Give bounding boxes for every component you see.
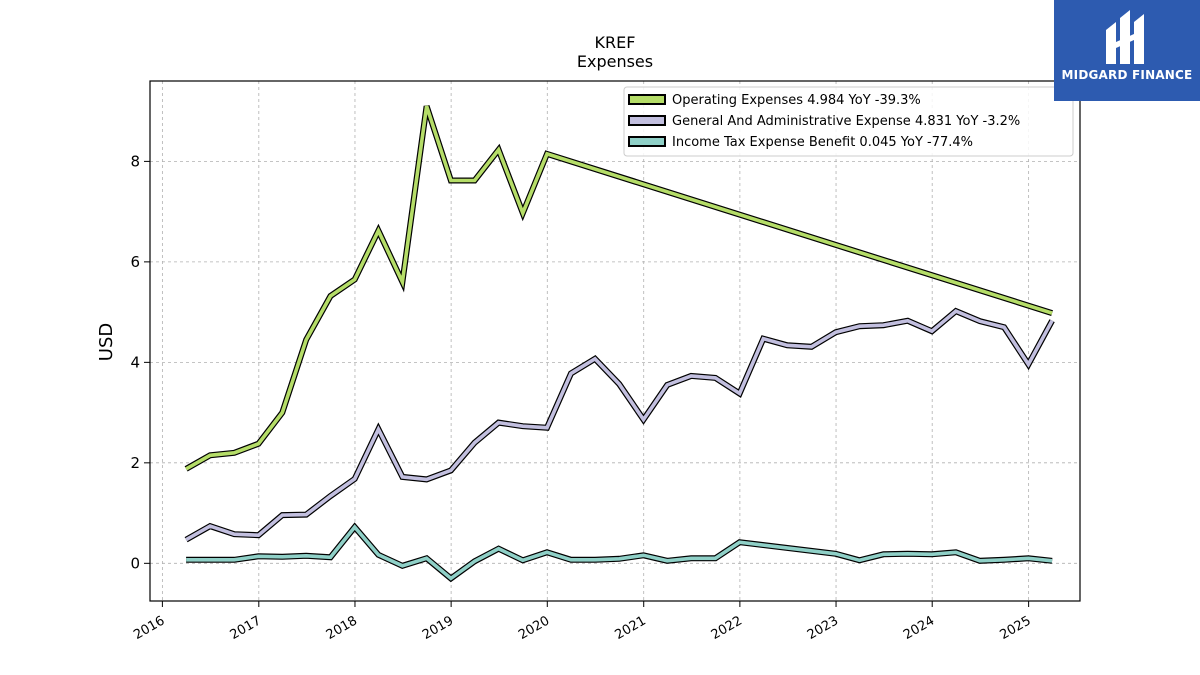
grid [150, 81, 1080, 601]
x-tick-label: 2016 [131, 613, 167, 643]
legend-swatch [628, 94, 666, 105]
x-tick-label: 2020 [516, 613, 552, 643]
x-axis: 2016 2017 2018 2019 2020 2021 2022 2023 2024 2025 [131, 601, 1034, 643]
series-outline [184, 105, 1054, 472]
x-tick-label: 2022 [709, 613, 745, 643]
chart-subtitle: Expenses [577, 52, 653, 71]
x-tick-label: 2019 [420, 613, 456, 643]
y-tick-label: 2 [130, 454, 140, 472]
legend-swatch [628, 115, 666, 126]
legend-box [623, 86, 1074, 157]
legend: Operating Expenses 4.984 YoY -39.3% Gener… [623, 86, 1074, 157]
y-axis: 0 2 4 6 8 [130, 152, 150, 572]
legend-label: General And Administrative Expense 4.831… [672, 114, 1020, 129]
x-tick-label: 2018 [324, 613, 360, 643]
brand-logo: MIDGARD FINANCE [1054, 0, 1200, 101]
midgard-logo-icon [1106, 10, 1144, 64]
legend-label: Operating Expenses 4.984 YoY -39.3% [672, 93, 921, 108]
series-line [186, 524, 1053, 581]
x-tick-label: 2017 [228, 613, 264, 643]
legend-label: Income Tax Expense Benefit 0.045 YoY -77… [672, 135, 973, 150]
x-tick-label: 2021 [613, 613, 649, 643]
legend-swatch [628, 136, 666, 147]
y-tick-label: 4 [130, 353, 140, 371]
y-tick-label: 8 [130, 152, 140, 170]
x-tick-label: 2025 [997, 613, 1033, 643]
series-line [185, 309, 1054, 542]
series-line [185, 105, 1053, 471]
x-tick-label: 2024 [901, 613, 937, 643]
y-tick-label: 0 [130, 554, 140, 572]
y-axis-label: USD [96, 323, 117, 361]
x-tick-label: 2023 [805, 613, 841, 643]
plot-frame [149, 80, 1081, 602]
y-tick-label: 6 [130, 253, 140, 271]
chart-title: KREF [595, 33, 636, 52]
logo-wordmark: MIDGARD FINANCE [1061, 68, 1193, 82]
series-lines [184, 105, 1055, 583]
